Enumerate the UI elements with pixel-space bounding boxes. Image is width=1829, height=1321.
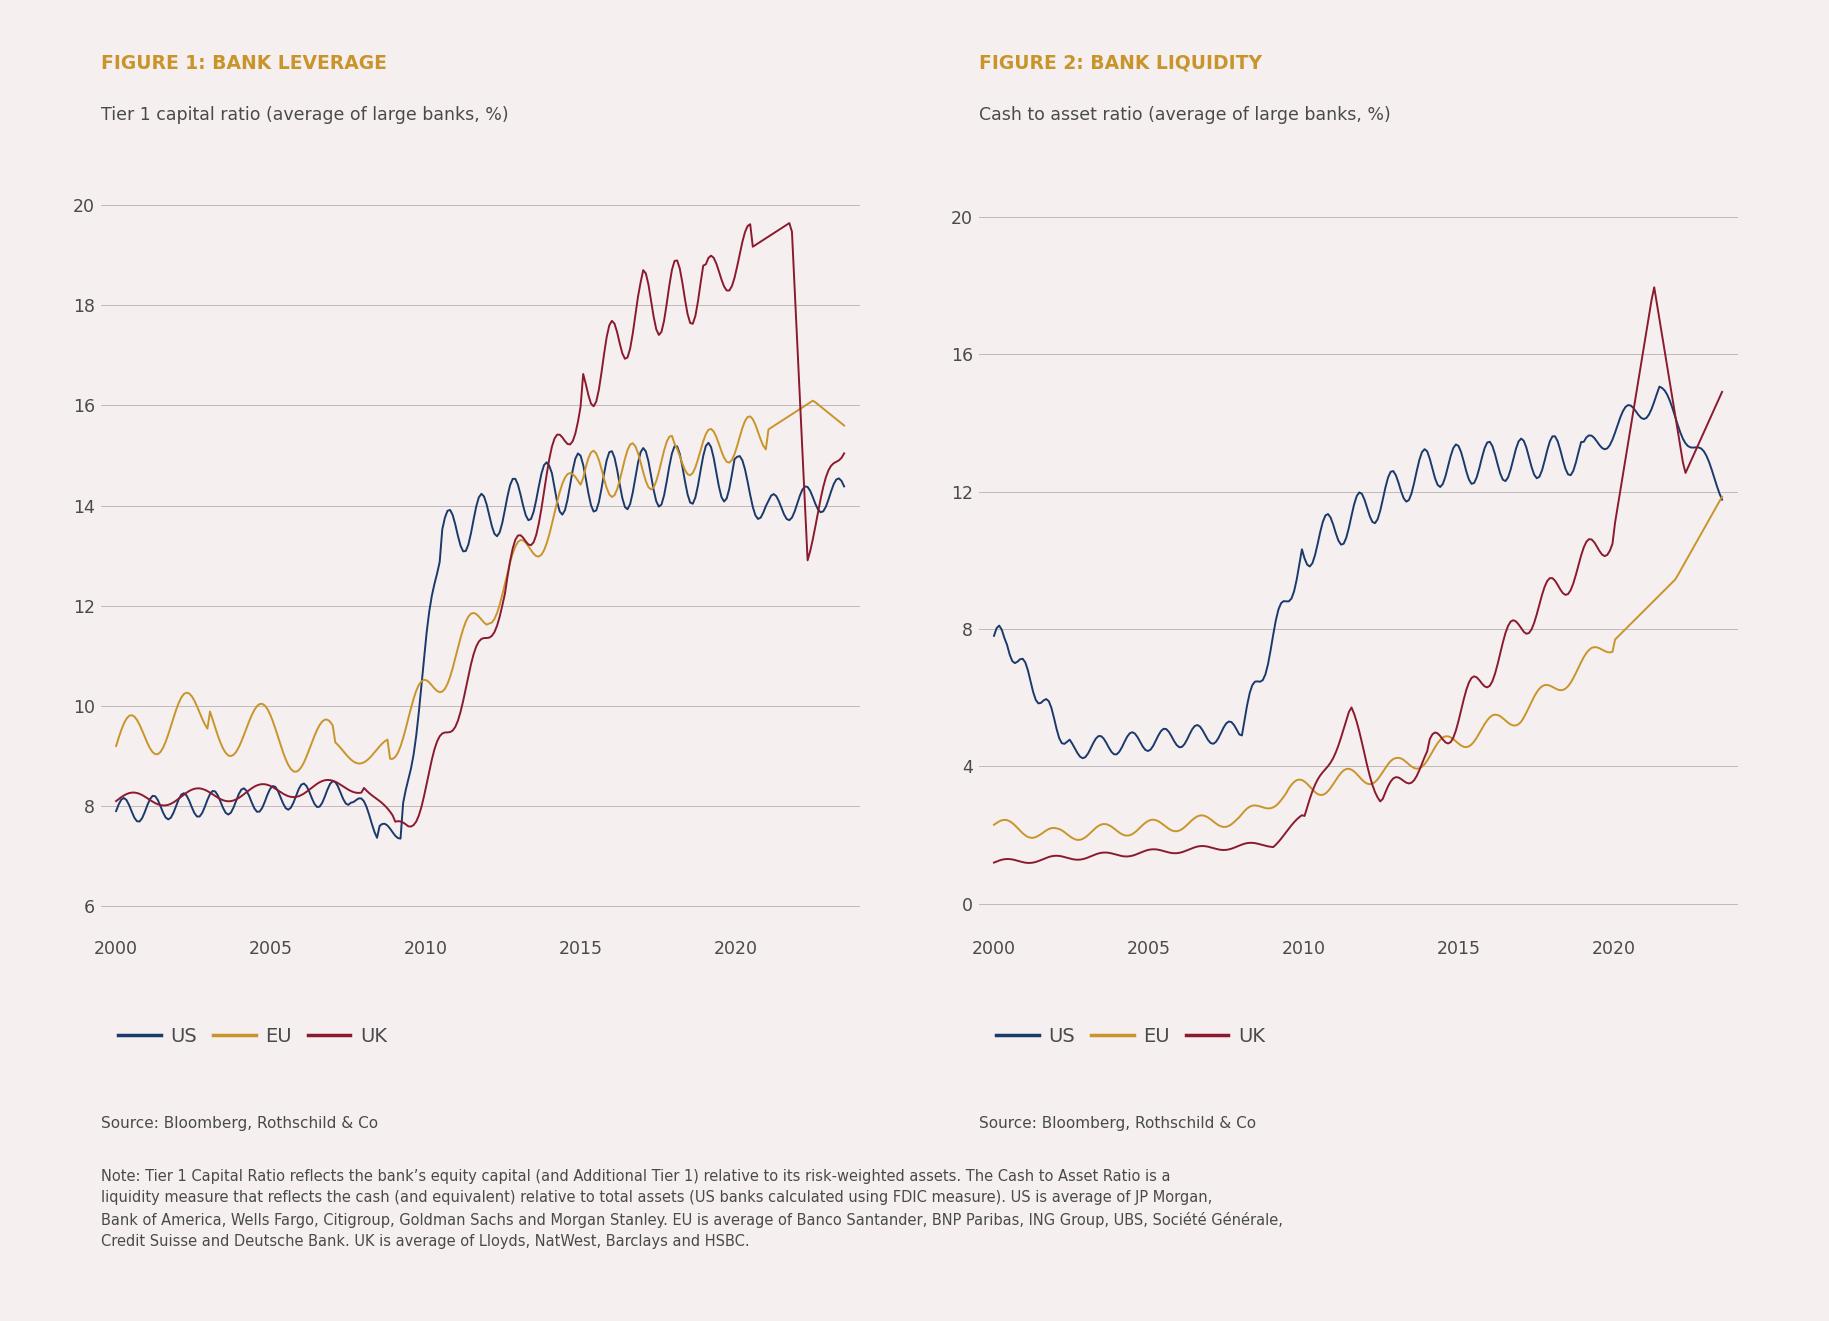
Text: FIGURE 2: BANK LIQUIDITY: FIGURE 2: BANK LIQUIDITY [979, 54, 1262, 73]
Text: Note: Tier 1 Capital Ratio reflects the bank’s equity capital (and Additional Ti: Note: Tier 1 Capital Ratio reflects the … [101, 1169, 1282, 1248]
Text: Source: Bloomberg, Rothschild & Co: Source: Bloomberg, Rothschild & Co [101, 1116, 379, 1131]
Text: Tier 1 capital ratio (average of large banks, %): Tier 1 capital ratio (average of large b… [101, 106, 508, 124]
Legend: US, EU, UK: US, EU, UK [988, 1018, 1273, 1054]
Text: Source: Bloomberg, Rothschild & Co: Source: Bloomberg, Rothschild & Co [979, 1116, 1257, 1131]
Legend: US, EU, UK: US, EU, UK [110, 1018, 395, 1054]
Text: FIGURE 1: BANK LEVERAGE: FIGURE 1: BANK LEVERAGE [101, 54, 386, 73]
Text: Cash to asset ratio (average of large banks, %): Cash to asset ratio (average of large ba… [979, 106, 1390, 124]
